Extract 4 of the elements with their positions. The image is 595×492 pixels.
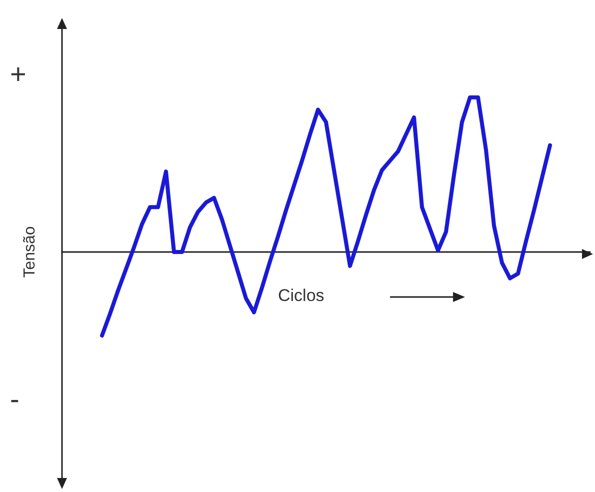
text: - xyxy=(10,384,20,414)
y-axis-title: Tensão xyxy=(22,226,38,278)
text: + xyxy=(10,58,26,90)
x-axis-title: Ciclos xyxy=(278,286,324,305)
